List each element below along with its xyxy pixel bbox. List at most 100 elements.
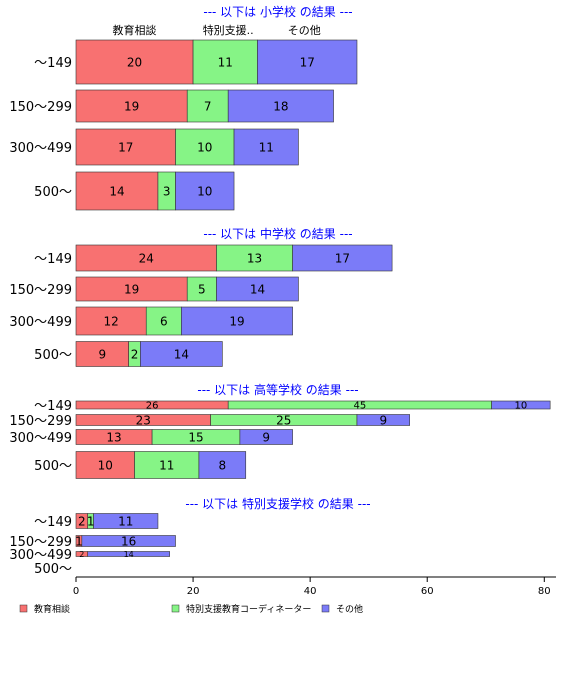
bar-value-label: 19 xyxy=(124,99,139,113)
bar-value-label: 10 xyxy=(197,184,212,198)
bar-value-label: 16 xyxy=(121,534,136,548)
bar-value-label: 14 xyxy=(124,550,134,559)
bar-value-label: 23 xyxy=(136,413,151,427)
bar-segment xyxy=(175,128,235,166)
bar-segment xyxy=(93,513,159,529)
column-headers: 教育相談 特別支援.. その他 xyxy=(113,23,321,37)
category-label: 500～ xyxy=(34,459,72,474)
panel-title: --- 以下は 小学校 の結果 --- xyxy=(203,4,352,19)
bar-value-label: 10 xyxy=(515,401,528,412)
bar-segment xyxy=(140,341,223,367)
bar-segment xyxy=(175,171,235,211)
bar-segment xyxy=(75,451,135,479)
column-header-1: 特別支援.. xyxy=(203,23,254,37)
bar-value-label: 13 xyxy=(247,251,262,265)
bar-value-label: 1 xyxy=(75,534,83,548)
bar-value-label: 25 xyxy=(276,413,291,427)
bar-segment xyxy=(75,89,188,123)
bar-value-label: 18 xyxy=(273,99,288,113)
legend-label: その他 xyxy=(336,603,363,615)
bar-value-label: 10 xyxy=(197,140,212,154)
bar-value-label: 11 xyxy=(218,55,233,69)
bar-value-label: 8 xyxy=(219,458,227,472)
legend-swatch xyxy=(321,604,330,613)
bar-segment xyxy=(491,400,551,410)
bar-value-label: 3 xyxy=(163,184,171,198)
panel-title: --- 以下は 中学校 の結果 --- xyxy=(203,226,352,241)
bar-segment xyxy=(87,551,170,557)
bar-value-label: 14 xyxy=(174,347,189,361)
bar-value-label: 24 xyxy=(139,251,154,265)
bar-value-label: 2 xyxy=(79,550,84,559)
x-tick-label: 80 xyxy=(538,586,551,597)
category-label: 150～299 xyxy=(9,283,72,298)
bar-value-label: 2 xyxy=(78,514,86,528)
column-header-2: その他 xyxy=(288,24,321,37)
category-label: 150～299 xyxy=(9,414,72,429)
category-label: 150～299 xyxy=(9,535,72,550)
legend-label: 特別支援教育コーディネーター xyxy=(186,603,311,615)
bar-value-label: 12 xyxy=(103,314,118,328)
category-label: ～149 xyxy=(34,252,72,267)
bar-value-label: 20 xyxy=(127,55,142,69)
bar-segment xyxy=(145,306,182,336)
bar-segment xyxy=(227,89,334,123)
category-label: ～149 xyxy=(34,56,72,71)
bar-value-label: 19 xyxy=(124,282,139,296)
bar-value-label: 14 xyxy=(109,184,124,198)
bar-value-label: 10 xyxy=(98,458,113,472)
bar-value-label: 19 xyxy=(229,314,244,328)
category-label: 300～499 xyxy=(9,548,72,563)
category-label: 150～299 xyxy=(9,100,72,115)
category-label: 500～ xyxy=(34,185,72,200)
bar-segment xyxy=(356,414,410,426)
category-label: ～149 xyxy=(34,399,72,414)
bar-value-label: 5 xyxy=(198,282,206,296)
bar-segment xyxy=(192,39,258,85)
panel-title: --- 以下は 特別支援学校 の結果 --- xyxy=(185,496,370,511)
panel-0: --- 以下は 小学校 の結果 --- ～149 20 11 17 150～299 19 7 1… xyxy=(9,4,358,211)
bar-value-label: 9 xyxy=(262,430,270,444)
category-label: 300～499 xyxy=(9,141,72,156)
bar-segment xyxy=(181,306,293,336)
bar-value-label: 11 xyxy=(259,140,274,154)
category-label: 500～ xyxy=(34,562,72,577)
bar-value-label: 11 xyxy=(118,514,133,528)
bar-segment xyxy=(75,244,217,272)
bar-value-label: 14 xyxy=(250,282,265,296)
bar-value-label: 17 xyxy=(118,140,133,154)
bar-segment xyxy=(216,276,299,302)
category-label: ～149 xyxy=(34,515,72,530)
legend-swatch xyxy=(19,604,28,613)
panel-2: --- 以下は 高等学校 の結果 --- ～149 26 45 10 150～299 23 2… xyxy=(9,382,551,479)
legend: 教育相談 特別支援教育コーディネーター その他 xyxy=(19,603,363,615)
panel-1: --- 以下は 中学校 の結果 --- ～149 24 13 17 150～299 19 5 1… xyxy=(9,226,393,367)
bar-segment xyxy=(257,39,358,85)
bar-value-label: 6 xyxy=(160,314,168,328)
bar-value-label: 2 xyxy=(131,347,139,361)
bar-segment xyxy=(81,535,176,547)
bar-value-label: 11 xyxy=(159,458,174,472)
x-tick-label: 60 xyxy=(421,586,434,597)
bar-segment xyxy=(239,429,293,445)
bar-segment xyxy=(134,451,200,479)
bar-value-label: 45 xyxy=(354,401,367,412)
column-header-0: 教育相談 xyxy=(113,23,157,37)
bar-value-label: 9 xyxy=(99,347,107,361)
bar-segment xyxy=(186,276,217,302)
category-label: 500～ xyxy=(34,348,72,363)
bar-segment xyxy=(75,276,188,302)
bar-value-label: 17 xyxy=(335,251,350,265)
category-label: 300～499 xyxy=(9,431,72,446)
bar-segment xyxy=(75,171,159,211)
bar-value-label: 9 xyxy=(379,413,387,427)
bar-value-label: 17 xyxy=(300,55,315,69)
panel-title: --- 以下は 高等学校 の結果 --- xyxy=(197,382,358,397)
x-axis: 0 20 40 60 80 xyxy=(73,576,556,597)
x-tick-label: 20 xyxy=(187,586,200,597)
bar-segment xyxy=(198,451,247,479)
legend-label: 教育相談 xyxy=(34,603,70,615)
bar-segment xyxy=(233,128,299,166)
